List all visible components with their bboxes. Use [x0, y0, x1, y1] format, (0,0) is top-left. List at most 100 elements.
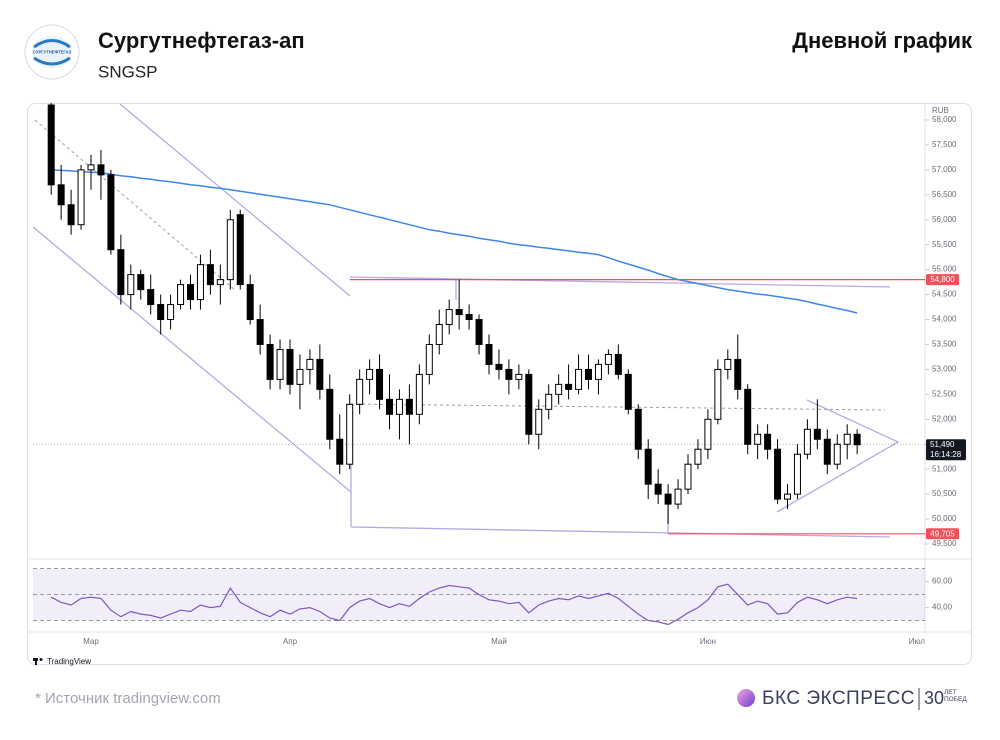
- drawing-dashed: [34, 119, 236, 291]
- drawings: [33, 103, 900, 538]
- candle-body: [216, 279, 224, 286]
- candle-body: [127, 274, 135, 296]
- candle-body: [326, 388, 334, 440]
- candle-body: [77, 169, 85, 226]
- candle-body: [177, 284, 185, 306]
- candle-body: [714, 368, 722, 420]
- candle-body: [495, 363, 503, 370]
- candle-body: [853, 433, 861, 446]
- candle-body: [346, 403, 354, 465]
- price-label: 49,705: [930, 529, 955, 538]
- moving-average: [51, 169, 858, 314]
- candle-body: [505, 368, 513, 380]
- candle-body: [545, 393, 553, 410]
- candle-body: [296, 368, 304, 385]
- candle-body: [475, 319, 483, 345]
- candle-body: [445, 309, 453, 326]
- candle-body: [206, 264, 214, 286]
- y-tick-label: 54,500: [932, 290, 957, 299]
- rsi-pane: [33, 568, 925, 626]
- candle-body: [167, 304, 175, 321]
- candle-body: [535, 408, 543, 435]
- chart-kind: Дневной график: [792, 28, 973, 53]
- trendline: [33, 226, 352, 493]
- brand: БКС ЭКСПРЕСС: [762, 688, 915, 709]
- logo-text: СУРГУТНЕФТЕГАЗ: [33, 50, 72, 55]
- candle-body: [674, 488, 682, 505]
- candle-body: [376, 368, 384, 400]
- candle-body: [395, 398, 403, 415]
- candle-body: [684, 463, 692, 490]
- y-tick-label: 56,500: [932, 190, 957, 199]
- candle-body: [87, 164, 95, 171]
- tv-text: TradingView: [47, 657, 91, 666]
- price-label-box: [926, 528, 959, 540]
- candle-body: [704, 418, 712, 450]
- badge-text: ЛЕТ ПОБЕД: [944, 689, 967, 703]
- candle-body: [594, 363, 602, 380]
- candle-body: [316, 358, 324, 390]
- candle-body: [276, 348, 284, 380]
- countdown: 16:14:28: [930, 450, 962, 459]
- candle-body: [226, 219, 234, 281]
- triangle: [776, 399, 900, 513]
- x-tick-label: Мар: [83, 637, 99, 646]
- y-tick-label: 53,500: [932, 340, 957, 349]
- drawing-dashed: [349, 403, 886, 411]
- x-tick-label: Май: [491, 637, 507, 646]
- candle-body: [744, 388, 752, 445]
- candle-body: [405, 398, 413, 415]
- candle-body: [157, 304, 165, 321]
- price-pane: [33, 103, 925, 535]
- candle-body: [654, 483, 662, 495]
- rsi-tick-label: 40,00: [932, 603, 953, 612]
- y-tick-label: 58,000: [932, 115, 957, 124]
- candle-body: [784, 493, 791, 500]
- y-tick-label: 54,000: [932, 315, 957, 324]
- source: * Источник tradingview.com: [35, 690, 221, 707]
- x-tick-label: Июл: [909, 637, 926, 646]
- candle-body: [266, 343, 274, 380]
- candle-body: [585, 368, 592, 380]
- candle-body: [306, 358, 314, 370]
- badge-number: 30: [924, 688, 944, 708]
- price-label: 54,800: [930, 275, 955, 284]
- candle-body: [823, 438, 831, 465]
- candle-body: [137, 274, 145, 291]
- price-label-box: [926, 274, 959, 286]
- last-price-box: [926, 439, 966, 461]
- candle-body: [724, 358, 732, 370]
- candle-body: [515, 373, 523, 380]
- y-tick-label: 50,500: [932, 489, 957, 498]
- currency: RUB: [932, 106, 949, 115]
- candle-body: [256, 319, 264, 345]
- candle-body: [415, 373, 423, 415]
- candle-body: [485, 343, 493, 365]
- badge-box: ЛЕТ ПОБЕД: [944, 689, 967, 703]
- candle-body: [356, 378, 364, 405]
- candle-body: [624, 373, 632, 410]
- candle-body: [67, 204, 75, 226]
- x-tick-label: Апр: [283, 637, 298, 646]
- candle-body: [47, 104, 55, 186]
- candle-body: [565, 383, 573, 390]
- y-tick-label: 50,000: [932, 514, 957, 523]
- candle-body: [803, 428, 811, 455]
- candle-body: [435, 324, 443, 345]
- candle-body: [425, 343, 433, 375]
- trendline: [350, 526, 891, 538]
- rsi-tick-label: 60,00: [932, 577, 953, 586]
- candle-body: [97, 164, 105, 176]
- candle-body: [754, 433, 762, 445]
- candle-body: [634, 408, 642, 450]
- candle-body: [813, 428, 821, 440]
- candle-body: [555, 383, 563, 395]
- candle-body: [147, 289, 155, 306]
- candle-body: [57, 184, 65, 206]
- y-tick-label: 55,500: [932, 240, 957, 249]
- candle-body: [664, 493, 672, 505]
- candle-body: [843, 433, 851, 445]
